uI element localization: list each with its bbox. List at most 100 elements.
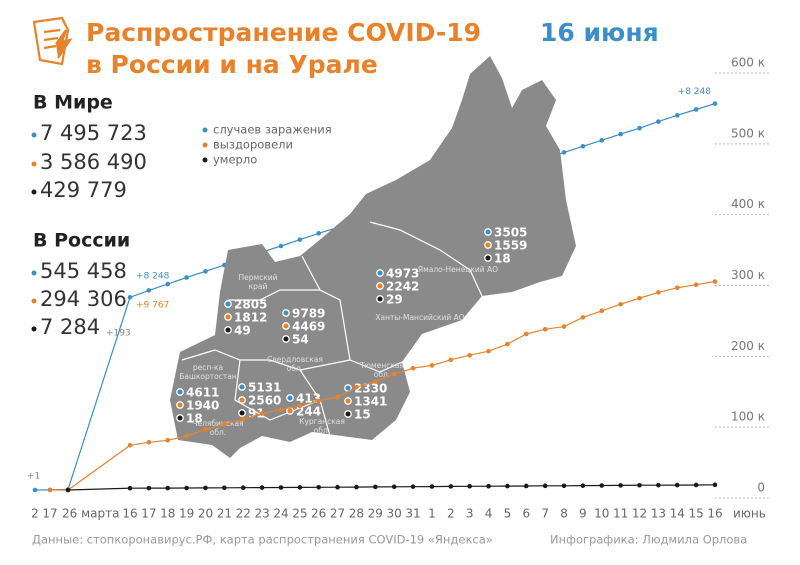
x-tick-label: 14: [670, 507, 685, 521]
bullet: [31, 189, 37, 195]
region-cases: 3505: [494, 226, 527, 240]
x-tick-label: 2: [31, 507, 39, 521]
data-point: [354, 384, 359, 390]
data-point: [656, 482, 661, 488]
data-point: [47, 487, 53, 493]
legend-marker: [202, 157, 208, 163]
data-point: [656, 290, 661, 295]
region-name: край: [249, 282, 268, 291]
data-point: [391, 484, 397, 490]
bullet: [31, 270, 37, 276]
data-point: [184, 485, 189, 491]
data-point: [297, 485, 303, 490]
x-month-label: июнь: [733, 507, 766, 521]
data-point: [467, 352, 472, 358]
x-tick-label: 19: [179, 507, 194, 521]
data-point: [674, 482, 680, 488]
region-dot: [376, 282, 384, 290]
region-deaths: 49: [234, 324, 251, 338]
data-point: [467, 484, 472, 489]
data-point: [542, 327, 548, 332]
data-point: [486, 483, 491, 489]
data-point: [523, 331, 529, 337]
data-point: [410, 365, 416, 371]
region-name: Челябинская: [192, 419, 243, 428]
data-point: [165, 281, 171, 287]
region-recovered: 4469: [292, 320, 325, 334]
region-cases: 2805: [234, 298, 267, 312]
data-point: [373, 484, 378, 490]
date: 16 июня: [540, 18, 659, 47]
x-tick-label: 30: [387, 507, 402, 521]
region-name: обл.: [314, 426, 330, 435]
x-tick-label: 12: [632, 507, 647, 521]
region-name: Тюменская: [359, 361, 404, 370]
x-tick-label: 21: [217, 507, 232, 521]
x-tick-label: 16: [122, 507, 137, 521]
data-point: [618, 301, 623, 307]
data-point: [505, 483, 510, 489]
russia-cases: 545 458: [40, 259, 127, 283]
y-tick-label: 600 к: [731, 56, 765, 70]
source: Данные: стопкоронавирус.РФ, карта распро…: [32, 533, 493, 547]
region-dot: [286, 394, 294, 402]
region-name: респ-ка: [193, 363, 223, 372]
x-tick-label: 5: [504, 507, 512, 521]
region-name: обл.: [287, 364, 303, 373]
data-point: [429, 484, 435, 489]
x-tick-label: 26: [311, 507, 326, 521]
data-point: [693, 482, 699, 488]
x-tick-label: 20: [198, 507, 213, 521]
data-point: [410, 484, 416, 489]
annotation: +1: [27, 471, 40, 481]
region-dot: [484, 241, 492, 249]
bullet: [31, 161, 37, 167]
data-point: [712, 279, 718, 284]
x-tick-label: 9: [579, 507, 587, 521]
y-tick-label: 300 к: [731, 268, 765, 282]
data-point: [316, 485, 322, 490]
region-dot: [238, 396, 246, 404]
russia-cases-delta: +8 248: [136, 272, 170, 282]
russia-recovered: 294 306: [40, 287, 127, 311]
data-point: [391, 371, 397, 377]
data-point: [259, 411, 265, 416]
y-tick-label: 0: [757, 481, 765, 495]
data-point: [486, 348, 491, 354]
x-tick-label: 2: [447, 507, 455, 521]
data-point: [222, 422, 227, 427]
x-tick-label: 29: [368, 507, 383, 521]
data-point: [203, 427, 208, 432]
data-point: [278, 407, 284, 413]
region-dot: [484, 254, 492, 262]
russia-deaths: 7 284: [40, 315, 100, 339]
region-recovered: 1940: [186, 399, 219, 413]
region-dot: [176, 388, 184, 396]
region-deaths: 54: [292, 333, 309, 347]
data-point: [373, 379, 378, 384]
data-point: [618, 131, 623, 137]
data-point: [505, 341, 510, 347]
data-point: [561, 150, 567, 155]
x-tick-label: 7: [541, 507, 549, 521]
region-dot: [224, 313, 232, 321]
data-point: [278, 485, 284, 490]
x-tick-label: 1: [428, 507, 436, 521]
data-point: [146, 288, 152, 293]
region-deaths: 18: [186, 412, 203, 426]
legend-label: случаев заражения: [213, 123, 332, 137]
data-point: [656, 119, 661, 124]
region-dot: [376, 295, 384, 303]
russia-heading: В России: [33, 230, 130, 252]
region-name: обл.: [210, 428, 226, 437]
region-deaths: 15: [354, 408, 371, 422]
data-point: [146, 485, 152, 491]
world-deaths: 429 779: [40, 178, 127, 202]
region-cases: 5131: [248, 381, 281, 395]
data-point: [599, 308, 605, 314]
region-recovered: 244: [296, 405, 321, 419]
x-tick-label: 10: [594, 507, 609, 521]
data-point: [184, 275, 189, 280]
data-point: [297, 237, 303, 242]
data-point: [203, 485, 208, 491]
